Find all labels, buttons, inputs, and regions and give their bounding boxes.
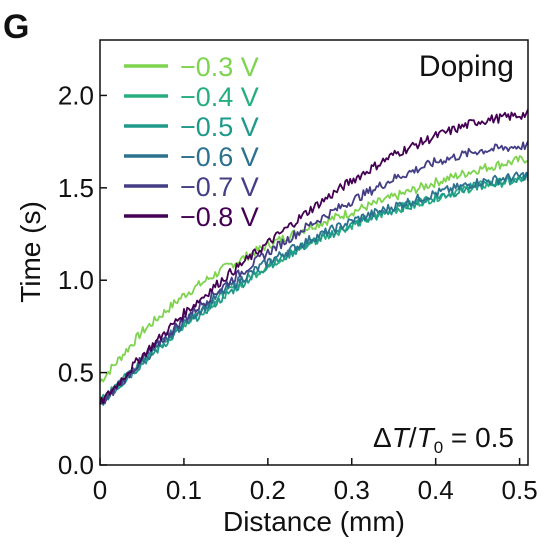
annotation-slash: / <box>409 422 417 453</box>
y-tick-label: 1.0 <box>58 265 94 295</box>
annotation-var: T <box>392 422 411 453</box>
axes-layer: 0 0.1 0.2 0.3 0.4 0.5 0.0 0.5 1.0 1.5 2.0 <box>58 80 538 505</box>
series-line <box>99 155 529 383</box>
legend: −0.3 V−0.4 V−0.5 V−0.6 V−0.7 V−0.8 V <box>124 52 259 232</box>
annotation-rest: = 0.5 <box>443 422 514 453</box>
annotation-subscript: 0 <box>434 438 443 457</box>
legend-label: −0.8 V <box>180 202 259 232</box>
y-tick-label: 2.0 <box>58 80 94 110</box>
series-line <box>99 140 529 405</box>
annotation-var2: T <box>417 422 436 453</box>
x-axis-label: Distance (mm) <box>223 506 405 537</box>
y-tick-label: 1.5 <box>58 173 94 203</box>
legend-label: −0.6 V <box>180 142 259 172</box>
panel-label: G <box>3 8 29 46</box>
x-tick-label: 0 <box>93 475 107 505</box>
series-layer <box>99 109 529 406</box>
legend-label: −0.3 V <box>180 52 259 82</box>
x-tick-label: 0.1 <box>166 475 202 505</box>
plot-frame <box>99 39 529 466</box>
legend-label: −0.7 V <box>180 172 259 202</box>
series-line <box>99 172 529 406</box>
x-tick-label: 0.2 <box>250 475 286 505</box>
x-tick-label: 0.5 <box>502 475 538 505</box>
annotation-delta: Δ <box>373 422 392 453</box>
legend-label: −0.4 V <box>180 82 259 112</box>
x-tick-label: 0.3 <box>334 475 370 505</box>
x-tick-label: 0.4 <box>418 475 454 505</box>
delta-t-annotation: ΔT/T0 = 0.5 <box>373 422 514 457</box>
y-tick-label: 0.5 <box>58 358 94 388</box>
inset-title: Doping <box>419 50 514 83</box>
y-axis-label: Time (s) <box>15 201 46 303</box>
y-tick-label: 0.0 <box>58 450 94 480</box>
series-line <box>99 109 529 405</box>
legend-label: −0.5 V <box>180 112 259 142</box>
